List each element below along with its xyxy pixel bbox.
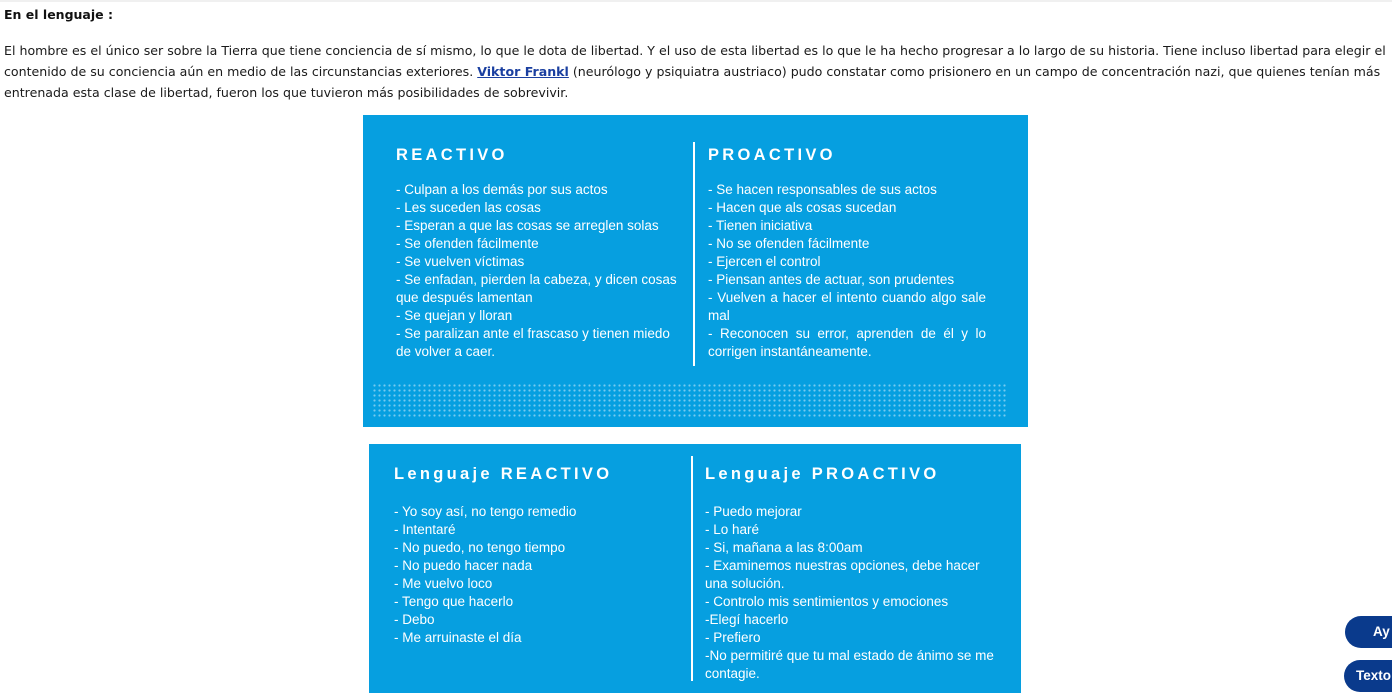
list-item: -Elegí hacerlo [705, 612, 789, 627]
list-item: - Reconocen su error, aprenden de él y l… [708, 326, 986, 359]
list-item: - Me arruinaste el día [394, 630, 522, 645]
list-item: - Puedo mejorar [705, 504, 802, 519]
list-item: - Lo haré [705, 522, 760, 537]
list-item: - Se hacen responsables de sus actos [708, 182, 937, 197]
proactive-language-title: Lenguaje PROACTIVO [705, 465, 940, 483]
proactive-title: PROACTIVO [708, 146, 836, 164]
dotted-pattern [372, 383, 1008, 417]
list-item: - Se enfadan, pierden la cabeza, y dicen… [396, 272, 677, 305]
list-item: - No se ofenden fácilmente [708, 236, 870, 251]
list-item: - Culpan a los demás por sus actos [396, 182, 608, 197]
list-item: - Se vuelven víctimas [396, 254, 525, 269]
language-card: Lenguaje REACTIVO - Yo soy así, no tengo… [369, 444, 1021, 693]
reactive-list: - Culpan a los demás por sus actos - Les… [396, 181, 680, 361]
proactive-language-list: - Puedo mejorar - Lo haré - Si, mañana a… [705, 503, 995, 683]
list-item: - Me vuelvo loco [394, 576, 493, 591]
list-item: - Esperan a que las cosas se arreglen so… [396, 218, 659, 233]
list-item: - Se ofenden fácilmente [396, 236, 539, 251]
list-item: - Tengo que hacerlo [394, 594, 514, 609]
paragraph-text-2: (neurólogo y psiquiatra austriaco) pudo … [4, 64, 1381, 100]
help-button[interactable]: Ay [1345, 616, 1392, 648]
list-item: - Examinemos nuestras opciones, debe hac… [705, 558, 980, 591]
reactive-language-column: Lenguaje REACTIVO - Yo soy así, no tengo… [394, 464, 694, 647]
section-heading: En el lenguaje : [4, 7, 113, 22]
reactive-proactive-card: REACTIVO - Culpan a los demás por sus ac… [363, 115, 1028, 427]
list-item: - Controlo mis sentimientos y emociones [705, 594, 949, 609]
reactive-title: REACTIVO [396, 146, 508, 164]
column-divider [691, 456, 693, 681]
list-item: - Tienen iniciativa [708, 218, 813, 233]
list-item: - No puedo hacer nada [394, 558, 533, 573]
list-item: - Yo soy así, no tengo remedio [394, 504, 577, 519]
list-item: - Piensan antes de actuar, son prudentes [708, 272, 955, 287]
column-divider [693, 142, 695, 366]
proactive-language-column: Lenguaje PROACTIVO - Puedo mejorar - Lo … [705, 464, 995, 683]
list-item: - Intentaré [394, 522, 456, 537]
list-item: - Hacen que als cosas sucedan [708, 200, 897, 215]
list-item: - Se quejan y lloran [396, 308, 513, 323]
list-item: - Si, mañana a las 8:00am [705, 540, 863, 555]
reactive-column: REACTIVO - Culpan a los demás por sus ac… [396, 145, 680, 361]
viktor-frankl-link[interactable]: Viktor Frankl [477, 64, 569, 79]
list-item: - Vuelven a hacer el intento cuando algo… [708, 290, 986, 323]
intro-paragraph: El hombre es el único ser sobre la Tierr… [4, 40, 1388, 103]
list-item: - Debo [394, 612, 435, 627]
reactive-language-title: Lenguaje REACTIVO [394, 465, 613, 483]
paragraph-text-1: El hombre es el único ser sobre la Tierr… [4, 43, 1386, 79]
list-item: -No permitiré que tu mal estado de ánimo… [705, 648, 994, 681]
list-item: - Ejercen el control [708, 254, 821, 269]
proactive-list: - Se hacen responsables de sus actos - H… [708, 181, 986, 361]
list-item: - Se paralizan ante el frascaso y tienen… [396, 326, 670, 359]
text-button[interactable]: Texto [1344, 660, 1392, 692]
list-item: - Prefiero [705, 630, 761, 645]
list-item: - No puedo, no tengo tiempo [394, 540, 566, 555]
list-item: - Les suceden las cosas [396, 200, 541, 215]
proactive-column: PROACTIVO - Se hacen responsables de sus… [708, 145, 986, 361]
top-border [0, 0, 1392, 2]
reactive-language-list: - Yo soy así, no tengo remedio - Intenta… [394, 503, 694, 647]
